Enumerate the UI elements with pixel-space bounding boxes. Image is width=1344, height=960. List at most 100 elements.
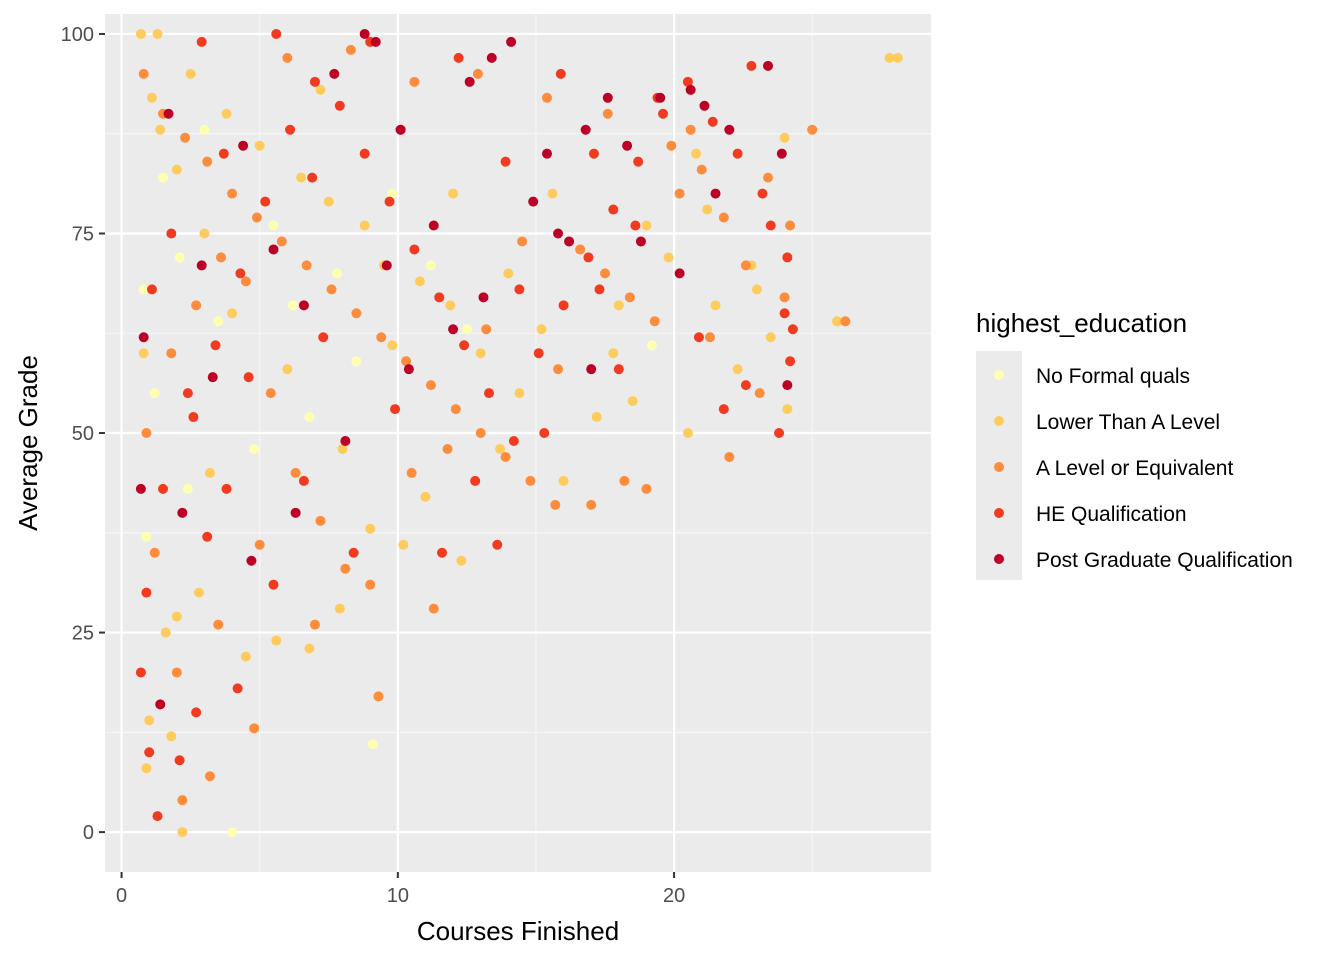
y-tick-label: 0 [83,822,94,844]
data-point [685,84,696,95]
data-point [340,436,351,447]
data-point [782,380,793,391]
data-point [448,324,459,335]
data-point [276,236,287,247]
data-point [376,332,387,343]
legend-key [994,416,1004,426]
data-point [475,348,486,359]
data-point [506,36,517,47]
data-point [188,412,199,423]
data-point [381,260,392,271]
data-point [420,491,431,502]
data-point [500,156,511,167]
data-point [459,340,470,351]
data-point [702,204,713,215]
legend-key [994,554,1004,564]
data-point [304,643,315,654]
data-point [193,587,204,598]
data-point [425,260,436,271]
data-point [334,100,345,111]
data-point [591,412,602,423]
data-point [401,356,412,367]
data-point [149,547,160,558]
data-point [583,252,594,263]
data-point [553,228,564,239]
data-point [334,603,345,614]
data-point [682,76,693,87]
data-point [268,579,279,590]
data-point [787,324,798,335]
data-point [158,483,169,494]
data-point [296,172,307,183]
data-point [663,252,674,263]
data-point [674,268,685,279]
y-tick-label: 75 [72,223,94,245]
data-point [246,555,257,566]
y-tick-label: 50 [72,423,94,445]
data-point [763,60,774,71]
data-point [315,515,326,526]
data-point [398,539,409,550]
data-point [287,300,298,311]
data-point [594,284,605,295]
data-point [216,252,227,263]
data-point [387,188,398,199]
data-point [586,364,597,375]
data-points [135,28,903,838]
data-point [240,276,251,287]
legend-label: Post Graduate Qualification [1036,549,1293,572]
data-point [298,475,309,486]
data-point [682,428,693,439]
data-point [249,723,260,734]
data-point [373,691,384,702]
data-point [171,667,182,678]
data-point [514,284,525,295]
data-point [732,364,743,375]
data-point [472,68,483,79]
x-tick-label: 0 [116,885,127,907]
data-point [608,204,619,215]
data-point [359,220,370,231]
data-point [536,324,547,335]
data-point [613,364,624,375]
data-point [304,412,315,423]
data-point [265,388,276,399]
data-point [403,364,414,375]
data-point [138,68,149,79]
data-point [309,76,320,87]
data-point [461,324,472,335]
data-point [437,547,448,558]
data-point [135,667,146,678]
data-point [138,348,149,359]
legend-title: highest_education [976,308,1187,338]
data-point [348,547,359,558]
data-point [146,284,157,295]
data-point [558,475,569,486]
data-point [135,28,146,39]
data-point [448,188,459,199]
y-axis-ticks: 0 25 50 75 100 [61,24,105,844]
data-point [409,76,420,87]
data-point [699,100,710,111]
data-point [613,300,624,311]
data-point [470,475,481,486]
data-point [282,52,293,63]
data-point [495,443,506,454]
data-point [199,124,210,135]
data-point [390,404,401,415]
data-point [486,52,497,63]
data-point [146,92,157,103]
data-point [340,563,351,574]
data-point [500,451,511,462]
data-point [707,116,718,127]
data-point [268,220,279,231]
data-point [152,811,163,822]
data-point [191,707,202,718]
data-point [365,579,376,590]
data-point [442,443,453,454]
data-point [180,132,191,143]
data-point [655,92,666,103]
data-point [221,483,232,494]
data-point [434,292,445,303]
data-point [171,611,182,622]
